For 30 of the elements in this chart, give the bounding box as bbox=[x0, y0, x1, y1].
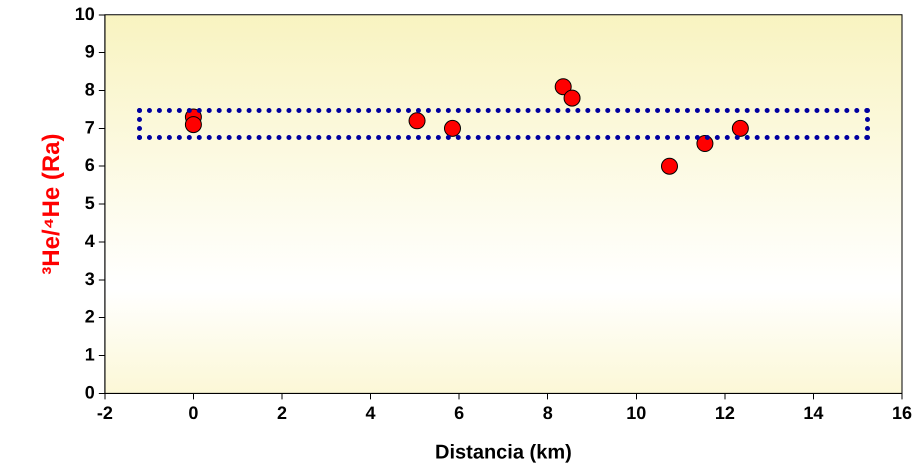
y-tick-label: 2 bbox=[84, 306, 95, 327]
y-tick-label: 6 bbox=[84, 155, 95, 176]
y-tick-label: 9 bbox=[84, 42, 95, 62]
y-tick-label: 3 bbox=[84, 268, 95, 289]
y-axis-title: ³He/⁴He (Ra) bbox=[38, 133, 66, 275]
y-tick-label: 7 bbox=[84, 117, 95, 138]
x-tick-label: 6 bbox=[454, 403, 464, 424]
point bbox=[184, 116, 202, 134]
point bbox=[554, 78, 572, 96]
y-tick-label: 8 bbox=[84, 79, 95, 100]
x-tick-label: -2 bbox=[96, 403, 113, 424]
x-tick-label: 14 bbox=[803, 403, 824, 424]
x-tick-label: 10 bbox=[626, 403, 646, 424]
y-tick-label: 5 bbox=[84, 193, 95, 214]
x-tick-label: 2 bbox=[276, 403, 287, 424]
x-tick-label: 12 bbox=[714, 403, 735, 424]
y-tick-label: 10 bbox=[74, 4, 95, 24]
point bbox=[444, 120, 461, 137]
x-tick-label: 4 bbox=[366, 403, 376, 424]
x-axis-title: Distancia (km) bbox=[435, 442, 572, 464]
point bbox=[564, 90, 581, 107]
x-tick-label: 16 bbox=[892, 403, 912, 424]
x-tick-label: 0 bbox=[188, 403, 198, 424]
point bbox=[408, 112, 426, 130]
point bbox=[732, 120, 749, 137]
point bbox=[660, 158, 678, 175]
x-tick-label: 8 bbox=[542, 403, 553, 424]
y-tick-label: 1 bbox=[84, 344, 95, 365]
y-tick-label: 4 bbox=[84, 230, 95, 251]
y-tick-label: 0 bbox=[84, 382, 95, 402]
